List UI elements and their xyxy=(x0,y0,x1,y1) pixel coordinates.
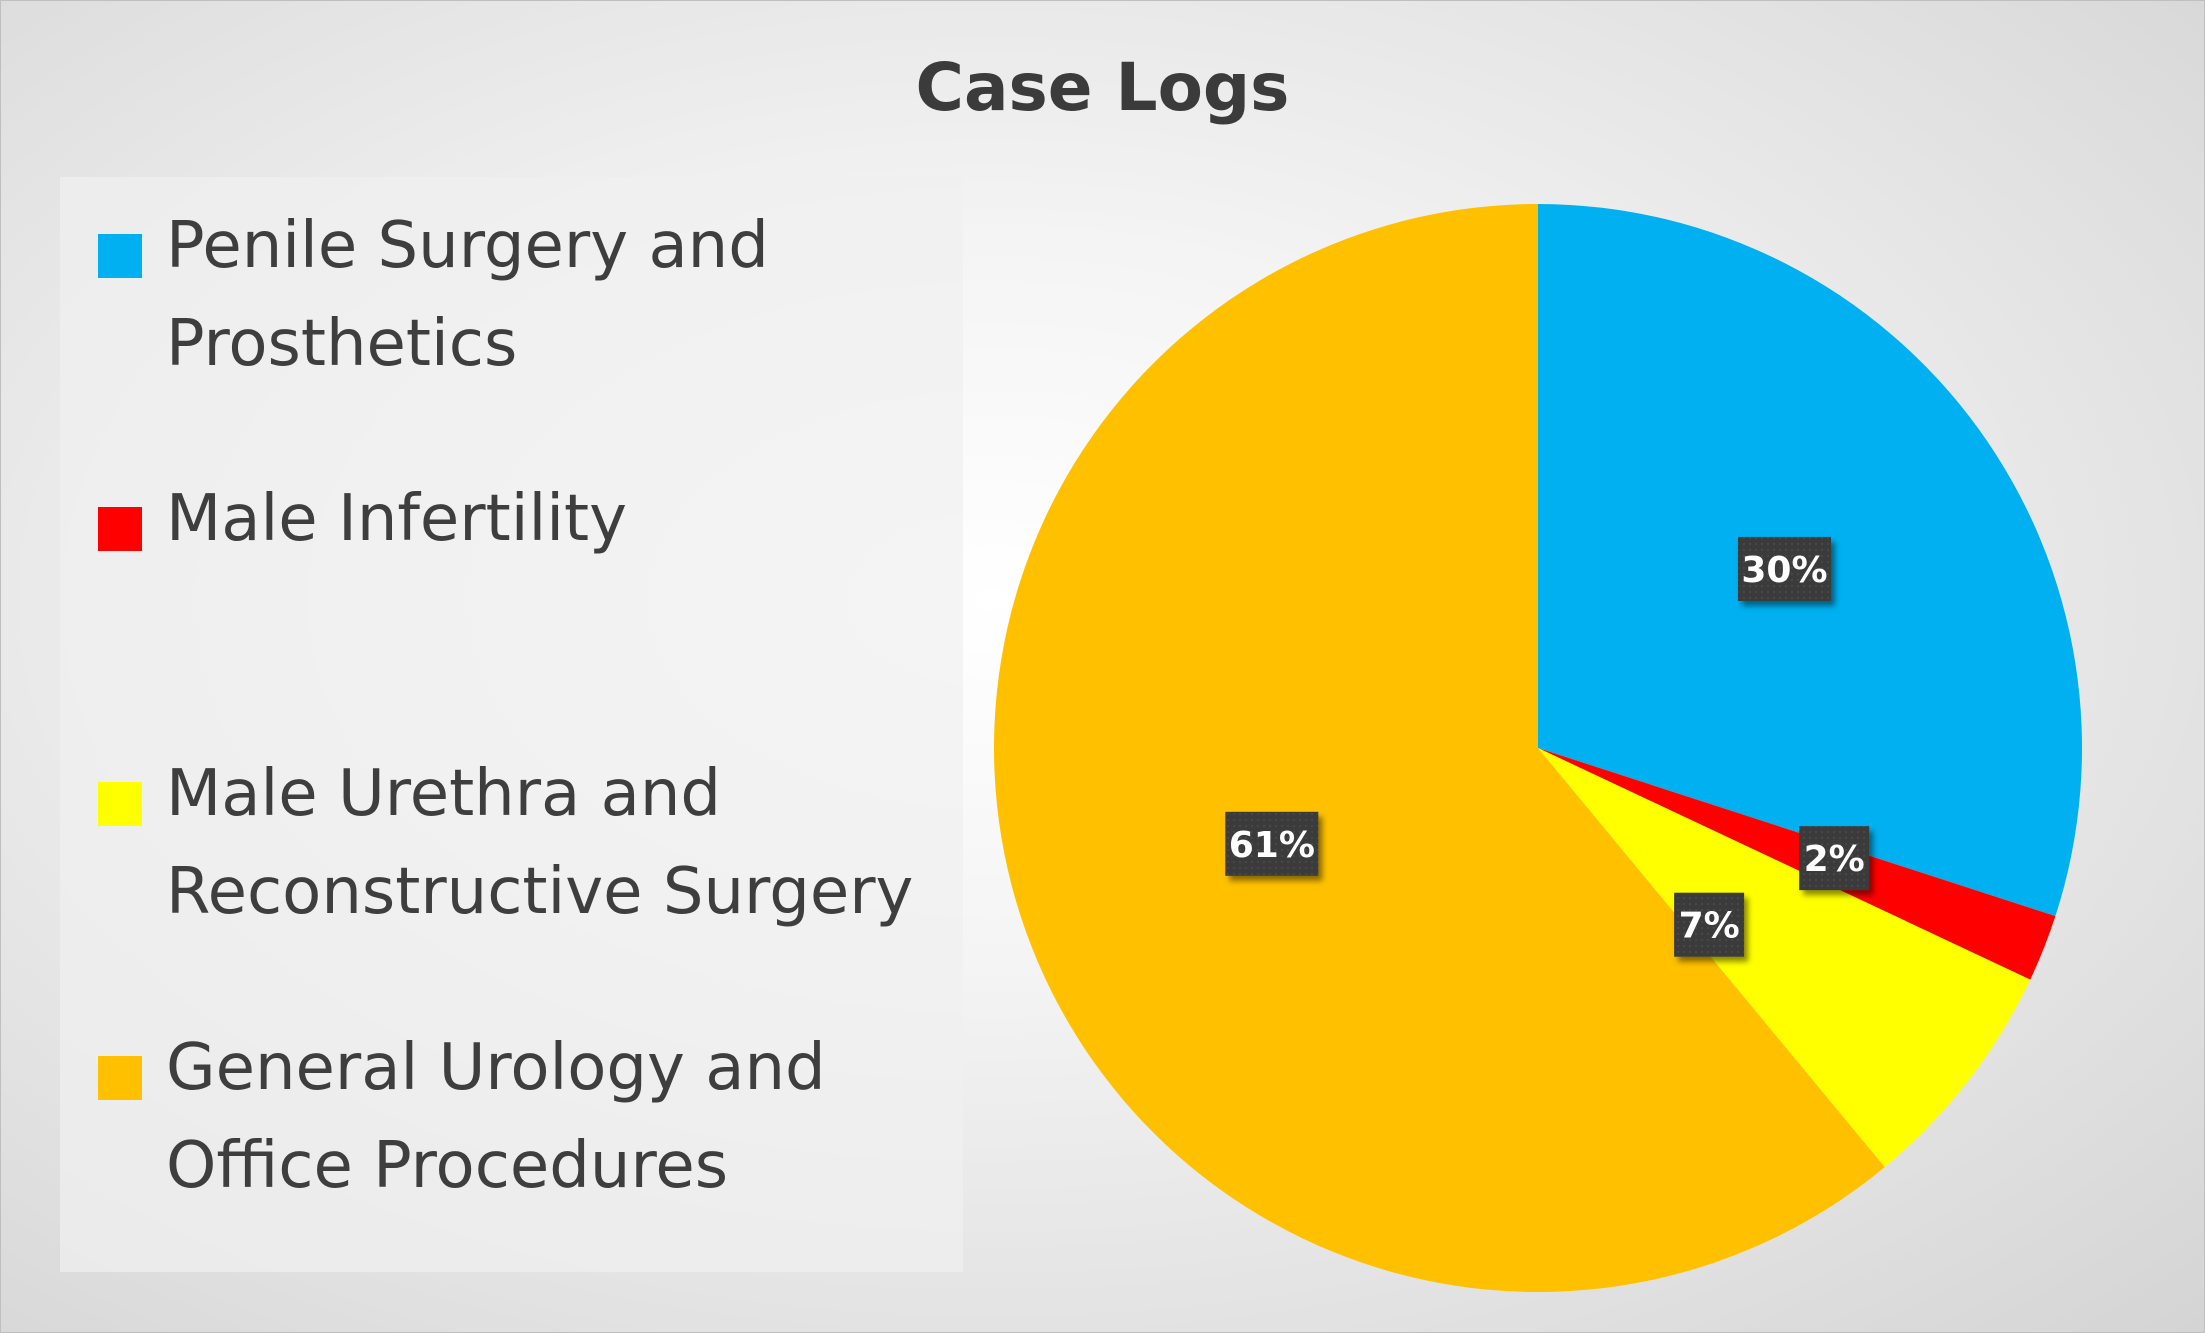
pie-slice-general-urology[interactable] xyxy=(994,204,1885,1292)
data-label-penile-surgery: 30% xyxy=(1737,536,1831,601)
legend-label-male-urethra: Male Urethra and Reconstructive Surgery xyxy=(166,745,946,941)
data-label-box xyxy=(1799,826,1870,891)
data-label-text: 30% xyxy=(1741,550,1827,591)
data-label-text: 61% xyxy=(1229,825,1315,866)
legend-label-male-infertility: Male Infertility xyxy=(166,470,946,568)
data-label-male-urethra: 7% xyxy=(1674,892,1745,957)
data-label-male-infertility: 2% xyxy=(1799,826,1870,891)
legend-item-male-urethra[interactable]: Male Urethra and Reconstructive Surgery xyxy=(98,745,946,941)
data-label-text: 2% xyxy=(1804,839,1865,880)
data-label-text: 7% xyxy=(1679,906,1740,947)
legend-item-penile-surgery[interactable]: Penile Surgery and Prosthetics xyxy=(98,197,946,393)
legend-line: General Urology and xyxy=(166,1031,826,1105)
data-label-general-urology: 61% xyxy=(1225,811,1319,876)
legend-line: Male Urethra and xyxy=(166,757,721,831)
data-label-box xyxy=(1225,811,1319,876)
legend-item-male-infertility[interactable]: Male Infertility xyxy=(98,470,946,568)
legend-item-general-urology[interactable]: General Urology and Office Procedures xyxy=(98,1019,946,1215)
legend-swatch-male-infertility xyxy=(98,507,142,551)
legend-line: Male Infertility xyxy=(166,482,627,556)
legend-line: Office Procedures xyxy=(166,1129,729,1203)
chart-title: Case Logs xyxy=(915,49,1290,126)
legend-label-general-urology: General Urology and Office Procedures xyxy=(166,1019,946,1215)
data-label-box xyxy=(1674,892,1745,957)
legend-label-penile-surgery: Penile Surgery and Prosthetics xyxy=(166,197,946,393)
legend-line: Reconstructive Surgery xyxy=(166,855,914,929)
pie-slice-male-urethra[interactable] xyxy=(1538,748,2031,1168)
legend-line: Penile Surgery and xyxy=(166,209,769,283)
legend-swatch-male-urethra xyxy=(98,782,142,826)
data-label-box xyxy=(1737,536,1831,601)
legend: Penile Surgery and Prosthetics Male Infe… xyxy=(60,177,963,1272)
legend-line: Prosthetics xyxy=(166,307,518,381)
legend-swatch-general-urology xyxy=(98,1056,142,1100)
pie-slice-male-infertility[interactable] xyxy=(1538,748,2056,980)
legend-swatch-penile-surgery xyxy=(98,234,142,278)
